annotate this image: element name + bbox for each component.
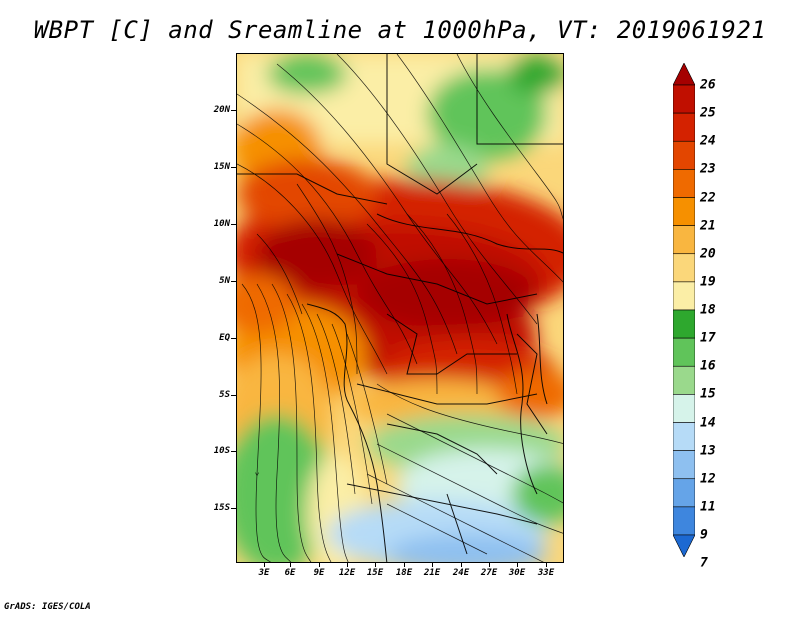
longitude-label: 18E [395, 568, 413, 578]
longitude-tick [517, 563, 518, 567]
colorbar-segment [673, 422, 695, 451]
colorbar-segment [673, 337, 695, 367]
longitude-tick [264, 563, 265, 567]
colorbar-segment [673, 140, 695, 170]
colorbar-label: 18 [700, 302, 716, 318]
colorbar-segment [673, 169, 695, 198]
longitude-tick [375, 563, 376, 567]
colorbar-segment [673, 112, 695, 142]
chart-title: WBPT [C] and Sreamline at 1000hPa, VT: 2… [33, 16, 767, 44]
colorbar-label: 16 [700, 358, 716, 374]
colorbar-label: 20 [700, 246, 716, 262]
longitude-label: 3E [258, 568, 270, 578]
latitude-label: 15S [213, 503, 230, 513]
longitude-label: 15E [366, 568, 384, 578]
colorbar-segment [673, 506, 695, 536]
longitude-tick [290, 563, 291, 567]
latitude-tick [231, 224, 236, 225]
colorbar-segment [673, 197, 695, 226]
colorbar-label: 12 [700, 471, 716, 487]
colorbar-segment [673, 309, 695, 339]
colorbar-label: 19 [700, 274, 716, 290]
colorbar-label: 15 [700, 386, 716, 402]
latitude-tick [231, 167, 236, 168]
longitude-label: 12E [338, 568, 356, 578]
longitude-label: 27E [480, 568, 498, 578]
longitude-tick [461, 563, 462, 567]
longitude-label: 33E [537, 568, 555, 578]
longitude-label: 6E [284, 568, 296, 578]
longitude-tick [432, 563, 433, 567]
latitude-tick [231, 508, 236, 509]
map-svg [237, 54, 563, 562]
colorbar-label: 23 [700, 161, 716, 177]
colorbar-label: 25 [700, 105, 716, 121]
latitude-label: 5N [219, 276, 230, 286]
longitude-label: 21E [423, 568, 441, 578]
longitude-tick [347, 563, 348, 567]
colorbar-label: 17 [700, 330, 716, 346]
latitude-tick [231, 395, 236, 396]
colorbar [673, 63, 695, 557]
colorbar-segment [673, 365, 695, 395]
longitude-tick [319, 563, 320, 567]
colorbar-segment [673, 253, 695, 283]
colorbar-label: 11 [700, 499, 716, 515]
map-panel [236, 53, 564, 563]
colorbar-label: 9 [700, 527, 708, 543]
colorbar-segment [673, 84, 695, 114]
longitude-tick [404, 563, 405, 567]
longitude-label: 24E [452, 568, 470, 578]
colorbar-label: 21 [700, 218, 716, 234]
latitude-label: 10N [213, 219, 230, 229]
longitude-tick [546, 563, 547, 567]
colorbar-segment [673, 450, 695, 480]
latitude-tick [231, 281, 236, 282]
country-borders [237, 54, 563, 562]
colorbar-label: 26 [700, 77, 716, 93]
colorbar-segment [673, 225, 695, 255]
longitude-label: 30E [508, 568, 526, 578]
latitude-label: EQ [219, 333, 230, 343]
colorbar-segment [673, 281, 695, 311]
colorbar-label: 14 [700, 415, 716, 430]
wbpt-field [237, 54, 563, 562]
latitude-tick [231, 451, 236, 452]
latitude-label: 20N [213, 105, 230, 115]
latitude-label: 10S [213, 446, 230, 456]
colorbar-segment [673, 394, 695, 423]
colorbar-label: 7 [700, 555, 708, 571]
latitude-tick [231, 110, 236, 111]
credit-footer: GrADS: IGES/COLA [4, 602, 91, 612]
colorbar-label: 13 [700, 443, 716, 459]
longitude-tick [489, 563, 490, 567]
longitude-label: 9E [313, 568, 325, 578]
colorbar-label: 24 [700, 133, 716, 149]
latitude-tick [231, 338, 236, 339]
latitude-label: 5S [219, 390, 230, 400]
colorbar-bottom-triangle [673, 534, 695, 557]
latitude-label: 15N [213, 162, 230, 172]
colorbar-top-triangle [673, 63, 695, 86]
colorbar-segment [673, 478, 695, 508]
colorbar-label: 22 [700, 190, 716, 205]
